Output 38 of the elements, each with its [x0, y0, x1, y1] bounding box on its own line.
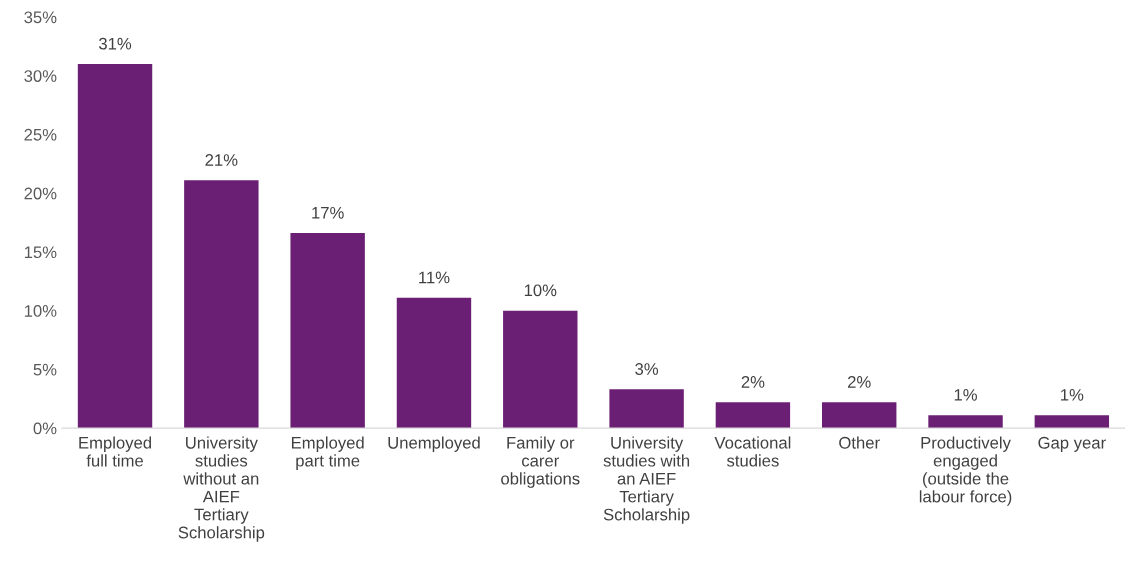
- data-label: 17%: [312, 206, 344, 219]
- data-label: 11%: [419, 271, 450, 284]
- data-label: 21%: [205, 154, 238, 166]
- data-label: 1%: [1061, 389, 1084, 401]
- bar: [1034, 415, 1110, 429]
- bar: [184, 180, 259, 429]
- y-tick-label: 35%: [24, 11, 57, 24]
- y-tick-label: 5%: [33, 363, 57, 376]
- bar: [928, 415, 1003, 429]
- x-tick-label: Employed part time: [291, 436, 364, 470]
- data-label: 2%: [741, 376, 765, 388]
- data-label: 3%: [635, 363, 659, 375]
- y-tick-label: 25%: [24, 128, 57, 141]
- x-tick-label: Employed full time: [79, 436, 152, 467]
- x-tick-label: University studies with an AIEF Tertiary Scholarship: [603, 436, 690, 524]
- y-tick-label: 30%: [24, 70, 57, 82]
- y-tick-label: 10%: [24, 305, 57, 317]
- x-tick-label: Vocational studies: [714, 436, 791, 467]
- bar: [396, 297, 472, 429]
- x-tick-label: Unemployed: [388, 436, 480, 452]
- x-tick-label: University studies without an AIEF Tertiary Scholarship: [178, 436, 265, 542]
- x-tick-label: Gap year: [1038, 436, 1106, 452]
- bar: [822, 402, 897, 429]
- y-tick-label: 0%: [33, 422, 57, 435]
- x-tick-label: Productively engaged (outside the labour force): [919, 436, 1012, 506]
- data-label: 10%: [524, 284, 557, 297]
- bar: [77, 63, 153, 429]
- data-label: 1%: [954, 389, 977, 401]
- y-tick-label: 20%: [24, 187, 57, 200]
- data-label: 2%: [848, 376, 871, 388]
- bar: [609, 389, 684, 429]
- bar: [503, 310, 578, 429]
- x-tick-label: Other: [839, 436, 880, 449]
- bar: [715, 402, 791, 429]
- y-tick-label: 15%: [24, 246, 57, 259]
- bar: [290, 233, 365, 429]
- data-label: 31%: [98, 37, 132, 50]
- x-tick-label: Family or carer obligations: [501, 436, 580, 488]
